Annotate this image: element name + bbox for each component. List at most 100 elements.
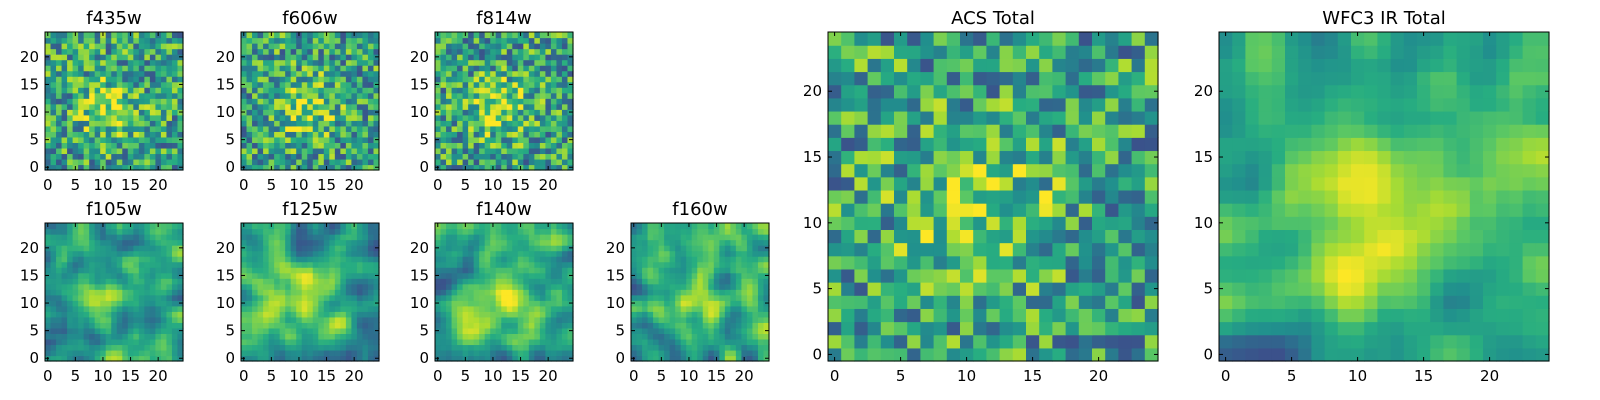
heatmap-cell [133,158,140,166]
heatmap-cell [312,70,319,77]
heatmap-cell [757,278,765,285]
heatmap-cell [523,245,530,252]
heatmap-cell [56,294,63,301]
heatmap-cell [345,283,352,290]
heatmap-cell [263,147,270,155]
heatmap-cell [907,321,921,336]
heatmap-cell [94,87,101,94]
heatmap-cell [495,256,502,263]
heatmap-cell [495,48,502,55]
heatmap-cell [664,333,671,340]
heatmap-cell [78,153,85,160]
heatmap-cell [473,311,480,318]
heatmap-cell [263,327,270,334]
heatmap-cell [446,349,453,357]
heatmap-cell [263,272,270,279]
heatmap-cell [506,305,513,312]
heatmap-cell [340,158,347,166]
heatmap-cell [105,32,112,39]
heatmap-cell [894,321,908,336]
heatmap-cell [713,349,720,357]
heatmap-cell [329,59,336,66]
heatmap-cell [279,272,286,279]
heatmap-cell [61,136,68,143]
heatmap-cell [144,283,151,290]
heatmap-cell [479,125,486,132]
heatmap-cell [362,311,369,318]
heatmap-cell [138,109,145,116]
heatmap-cell [78,54,85,61]
heatmap-cell [1039,321,1053,336]
heatmap-cell [290,131,297,138]
heatmap-cell [301,81,308,88]
heatmap-cell [246,43,253,50]
heatmap-cell [1052,189,1067,204]
heatmap-cell [999,295,1014,309]
heatmap-cell [171,245,179,252]
heatmap-cell [724,239,731,246]
heatmap-cell [155,76,162,83]
heatmap-cell [512,311,519,318]
heatmap-cell [296,76,303,83]
heatmap-cell [440,131,447,138]
heatmap-cell [451,59,458,66]
heatmap-cell [658,349,665,357]
heatmap-cell [127,37,134,44]
heatmap-cell [451,120,458,127]
heatmap-cell [680,283,687,290]
heatmap-cell [351,59,358,66]
heatmap-cell [528,114,535,121]
heatmap-cell [345,228,352,235]
heatmap-cell [373,349,380,357]
heatmap-cell [263,283,270,290]
heatmap-cell [105,234,112,241]
heatmap-cell [880,163,895,178]
heatmap-cell [323,333,330,340]
heatmap-cell [636,300,643,307]
heatmap-cell [691,300,698,307]
heatmap-cell [440,109,447,116]
heatmap-cell [946,295,961,309]
heatmap-cell [100,278,107,285]
heatmap-cell [345,322,352,329]
heatmap-cell [373,158,380,166]
heatmap-cell [462,289,469,296]
heatmap-cell [56,81,63,88]
heatmap-cell [675,333,682,340]
heatmap-cell [56,267,63,274]
heatmap-cell [440,54,447,61]
heatmap-cell [67,338,74,346]
heatmap-cell [257,267,264,274]
heatmap-cell [730,349,737,357]
heatmap-cell [757,327,765,334]
heatmap-cell [523,98,530,105]
heatmap-cell [312,54,319,61]
heatmap-cell [312,142,319,149]
heatmap-cell [318,223,325,230]
heatmap-cell [367,294,375,301]
heatmap-cell [61,59,68,66]
heatmap-cell [501,43,508,50]
heatmap-cell [367,114,375,121]
heatmap-cell [539,147,546,155]
heatmap-cell [274,76,281,83]
heatmap-cell [545,278,552,285]
heatmap-cell [323,327,330,334]
heatmap-cell [479,81,486,88]
heatmap-cell [263,338,270,346]
heatmap-cell [867,163,882,178]
heatmap-cell [252,98,259,105]
heatmap-cell [1118,203,1133,217]
heatmap-cell [647,322,654,329]
heatmap-cell [545,109,552,116]
heatmap-cell [1078,242,1093,257]
heatmap-cell [67,311,74,318]
heatmap-cell [440,76,447,83]
heatmap-cell [880,203,895,217]
heatmap-cell [512,48,519,55]
heatmap-cell [1118,321,1133,336]
heatmap-cell [462,153,469,160]
heatmap-cell [495,278,502,285]
heatmap-cell [257,283,264,290]
heatmap-cell [61,278,68,285]
